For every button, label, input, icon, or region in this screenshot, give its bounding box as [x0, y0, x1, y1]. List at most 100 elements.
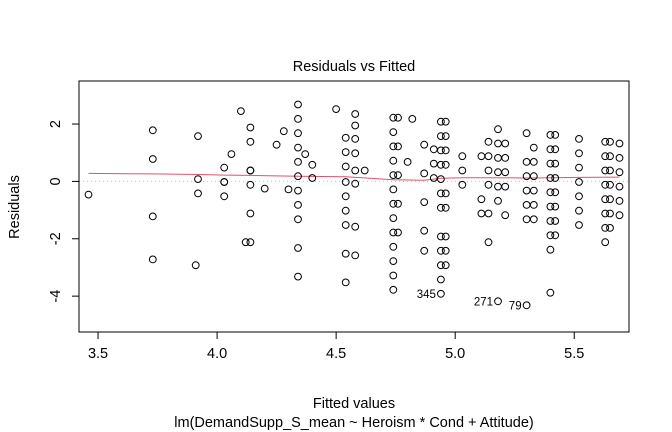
data-point: [546, 131, 555, 139]
data-point: [246, 166, 255, 175]
data-point: [546, 174, 555, 182]
data-point: [351, 121, 360, 130]
data-point: [394, 199, 402, 208]
data-point: [601, 224, 610, 232]
data-point: [606, 166, 614, 175]
data-point: [484, 152, 493, 161]
data-point: [615, 154, 624, 162]
data-point: [294, 129, 302, 138]
data-point: [389, 257, 398, 266]
data-point: [341, 178, 350, 186]
data-point: [575, 135, 583, 143]
data-point: [437, 117, 445, 126]
data-point: [420, 246, 429, 255]
data-point: [294, 186, 302, 195]
data-point: [389, 142, 398, 151]
data-point: [341, 221, 350, 229]
point-label: 79: [509, 300, 522, 312]
data-point: [220, 178, 229, 186]
data-point: [351, 110, 360, 118]
data-point: [420, 226, 429, 235]
data-point: [606, 152, 614, 161]
data-point: [341, 206, 350, 215]
data-point: [394, 171, 402, 180]
data-point: [546, 217, 555, 225]
y-tick-label: -4: [48, 290, 64, 303]
data-point: [341, 162, 350, 171]
data-point: [551, 202, 560, 211]
data-point: [441, 117, 450, 126]
data-point: [601, 238, 610, 247]
data-point: [484, 180, 493, 189]
data-point: [529, 186, 538, 195]
data-point: [441, 246, 450, 255]
data-point: [420, 169, 429, 178]
data-point: [389, 271, 398, 280]
data-point: [341, 249, 350, 258]
data-point: [575, 163, 583, 172]
data-point: [501, 154, 510, 162]
data-point: [394, 228, 402, 237]
data-point: [615, 139, 624, 148]
data-point: [601, 152, 610, 161]
data-point: [546, 231, 555, 240]
data-point: [529, 143, 538, 152]
data-point: [351, 166, 360, 175]
data-point: [301, 150, 310, 159]
data-point: [272, 140, 281, 149]
data-point: [403, 158, 412, 166]
data-point: [220, 163, 229, 172]
data-point: [294, 244, 302, 252]
x-tick-label: 5.0: [445, 346, 465, 362]
data-point: [484, 209, 493, 218]
data-point: [437, 232, 445, 241]
data-point: [360, 166, 369, 175]
data-point: [615, 182, 624, 191]
data-point: [420, 198, 429, 207]
data-point: [394, 113, 402, 122]
data-point: [191, 261, 200, 270]
data-point: [615, 168, 624, 177]
data-point: [351, 149, 360, 158]
data-point: [437, 246, 445, 255]
data-point: [501, 211, 510, 220]
data-point: [546, 202, 555, 211]
data-point: [437, 261, 445, 270]
data-point: [227, 150, 236, 159]
data-point: [441, 146, 450, 155]
smoother-line: [88, 172, 620, 181]
data-point: [437, 289, 445, 298]
data-point: [606, 137, 614, 146]
data-point: [437, 160, 445, 169]
data-point: [551, 145, 560, 154]
data-point: [194, 175, 202, 184]
data-point: [220, 192, 229, 201]
x-tick-label: 3.5: [88, 346, 108, 362]
data-point: [341, 148, 350, 157]
data-point: [494, 297, 502, 306]
data-point: [501, 139, 510, 148]
plot-frame: [78, 80, 630, 333]
data-point: [615, 211, 624, 220]
data-point: [194, 132, 202, 141]
data-point: [148, 155, 157, 163]
data-point: [494, 125, 502, 134]
data-point: [246, 180, 255, 189]
data-point: [237, 107, 245, 115]
x-tick-label: 4.5: [326, 346, 346, 362]
data-point: [351, 179, 360, 188]
data-point: [389, 285, 398, 294]
data-point: [601, 166, 610, 175]
data-point: [601, 195, 610, 204]
data-point: [148, 212, 157, 221]
data-point: [241, 238, 250, 247]
data-point: [546, 159, 555, 168]
data-point: [441, 232, 450, 241]
data-point: [389, 171, 398, 180]
y-tick-label: 0: [48, 177, 64, 185]
data-point: [575, 178, 583, 186]
point-label: 271: [474, 296, 493, 308]
data-point: [341, 192, 350, 201]
data-point: [308, 160, 317, 169]
data-point: [437, 175, 445, 184]
